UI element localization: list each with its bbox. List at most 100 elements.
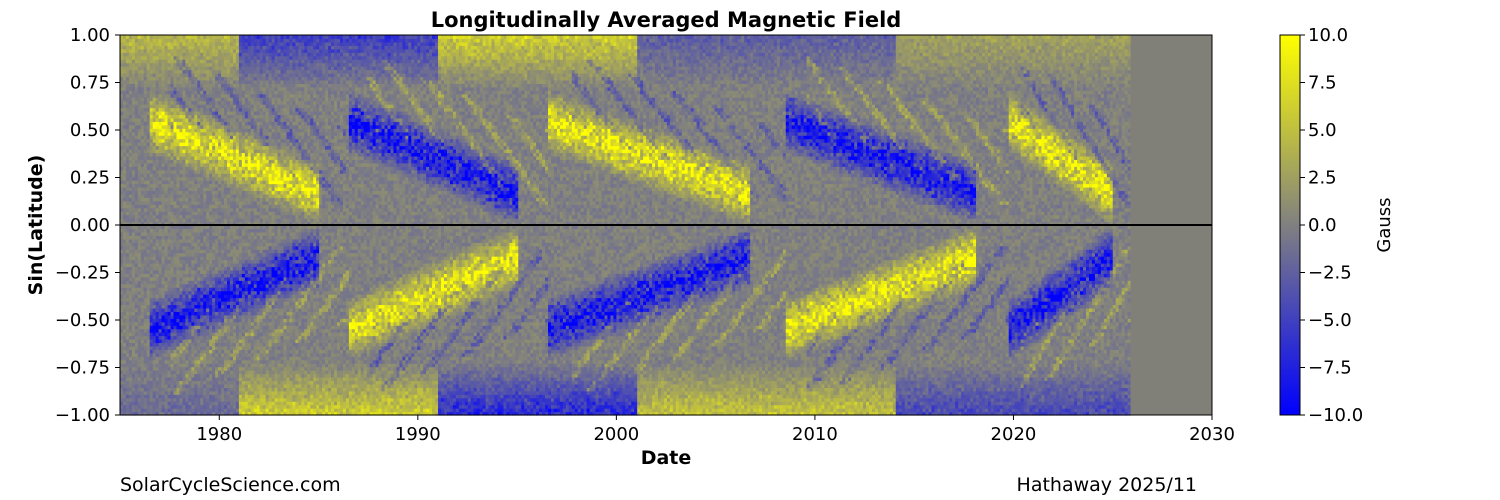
heatmap-cell xyxy=(137,325,142,330)
heatmap-cell xyxy=(122,73,127,78)
heatmap-cell xyxy=(140,273,145,278)
heatmap-cell xyxy=(128,152,133,157)
heatmap-cell xyxy=(152,318,157,323)
heatmap-cell xyxy=(122,290,127,295)
heatmap-cell xyxy=(125,259,130,264)
heatmap-cell xyxy=(173,79,178,84)
heatmap-cell xyxy=(143,259,148,264)
heatmap-cell xyxy=(140,131,145,136)
heatmap-cell xyxy=(161,176,166,181)
heatmap-cell xyxy=(140,377,145,382)
heatmap-cell xyxy=(131,214,136,219)
heatmap-cell xyxy=(164,45,169,50)
heatmap-cell xyxy=(146,352,151,357)
heatmap-cell xyxy=(164,62,169,67)
heatmap-cell xyxy=(137,256,142,261)
heatmap-cell xyxy=(155,259,160,264)
heatmap-cell xyxy=(149,76,154,81)
heatmap-cell xyxy=(134,408,139,413)
heatmap-cell xyxy=(170,249,175,254)
heatmap-cell xyxy=(122,159,127,164)
heatmap-cell xyxy=(146,373,151,378)
heatmap-cell xyxy=(170,111,175,116)
heatmap-cell xyxy=(125,242,130,247)
heatmap-cell xyxy=(155,35,160,40)
heatmap-cell xyxy=(149,263,154,268)
heatmap-cell xyxy=(140,238,145,243)
heatmap-cell xyxy=(155,294,160,299)
heatmap-cell xyxy=(143,387,148,392)
heatmap-cell xyxy=(155,245,160,250)
heatmap-cell xyxy=(140,311,145,316)
heatmap-cell xyxy=(125,211,130,216)
heatmap-cell xyxy=(167,93,172,98)
heatmap-cell xyxy=(155,66,160,71)
heatmap-cell xyxy=(161,349,166,354)
heatmap-cell xyxy=(128,390,133,395)
heatmap-cell xyxy=(134,121,139,126)
heatmap-cell xyxy=(170,218,175,223)
heatmap-cell xyxy=(167,176,172,181)
heatmap-cell xyxy=(125,114,130,119)
heatmap-cell xyxy=(149,211,154,216)
heatmap-cell xyxy=(137,38,142,43)
heatmap-cell xyxy=(173,225,178,230)
heatmap-cell xyxy=(122,152,127,157)
heatmap-cell xyxy=(125,238,130,243)
heatmap-cell xyxy=(170,117,175,122)
heatmap-cell xyxy=(149,128,154,133)
heatmap-cell xyxy=(120,55,124,60)
heatmap-cell xyxy=(152,55,157,60)
heatmap-cell xyxy=(146,238,151,243)
heatmap-cell xyxy=(146,180,151,185)
heatmap-cell xyxy=(161,211,166,216)
heatmap-cell xyxy=(128,339,133,344)
heatmap-cell xyxy=(125,245,130,250)
heatmap-cell xyxy=(149,356,154,361)
heatmap-cell xyxy=(158,352,163,357)
heatmap-cell xyxy=(149,166,154,171)
heatmap-cell xyxy=(155,159,160,164)
heatmap-cell xyxy=(146,321,151,326)
heatmap-cell xyxy=(134,245,139,250)
heatmap-cell xyxy=(137,166,142,171)
heatmap-cell xyxy=(137,104,142,109)
heatmap-cell xyxy=(146,294,151,299)
heatmap-cell xyxy=(158,187,163,192)
heatmap-cell xyxy=(120,377,124,382)
heatmap-cell xyxy=(122,117,127,122)
heatmap-cell xyxy=(164,193,169,198)
heatmap-cell xyxy=(149,304,154,309)
heatmap-cell xyxy=(140,86,145,91)
heatmap-cell xyxy=(131,383,136,388)
heatmap-cell xyxy=(137,252,142,257)
heatmap-cell xyxy=(164,231,169,236)
heatmap-cell xyxy=(122,169,127,174)
heatmap-cell xyxy=(161,380,166,385)
heatmap-cell xyxy=(143,121,148,126)
heatmap-cell xyxy=(128,180,133,185)
heatmap-cell xyxy=(146,397,151,402)
heatmap-cell xyxy=(143,383,148,388)
heatmap-cell xyxy=(158,55,163,60)
heatmap-cell xyxy=(143,169,148,174)
heatmap-cell xyxy=(173,83,178,88)
heatmap-cell xyxy=(125,332,130,337)
heatmap-cell xyxy=(152,173,157,178)
heatmap-cell xyxy=(161,86,166,91)
heatmap-cell xyxy=(158,183,163,188)
heatmap-cell xyxy=(131,159,136,164)
heatmap-cell xyxy=(125,349,130,354)
heatmap-cell xyxy=(122,128,127,133)
heatmap-cell xyxy=(161,62,166,67)
heatmap-cell xyxy=(164,304,169,309)
heatmap-cell xyxy=(120,183,124,188)
heatmap-cell xyxy=(143,263,148,268)
heatmap-cell xyxy=(143,235,148,240)
heatmap-cell xyxy=(155,197,160,202)
heatmap-cell xyxy=(137,187,142,192)
heatmap-cell xyxy=(140,193,145,198)
heatmap-cell xyxy=(143,238,148,243)
heatmap-cell xyxy=(164,345,169,350)
heatmap-cell xyxy=(149,352,154,357)
